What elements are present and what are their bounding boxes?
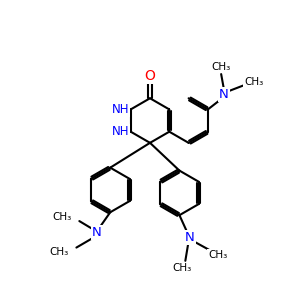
Text: CH₃: CH₃ (53, 212, 72, 222)
Text: N: N (185, 231, 195, 244)
Text: CH₃: CH₃ (173, 263, 192, 273)
Text: CH₃: CH₃ (50, 247, 69, 257)
Text: CH₃: CH₃ (208, 250, 227, 260)
Text: NH: NH (112, 103, 129, 116)
Text: O: O (145, 69, 155, 83)
Text: N: N (219, 88, 229, 101)
Text: NH: NH (112, 125, 129, 138)
Text: CH₃: CH₃ (211, 62, 230, 72)
Text: CH₃: CH₃ (244, 77, 263, 87)
Text: N: N (92, 226, 102, 239)
